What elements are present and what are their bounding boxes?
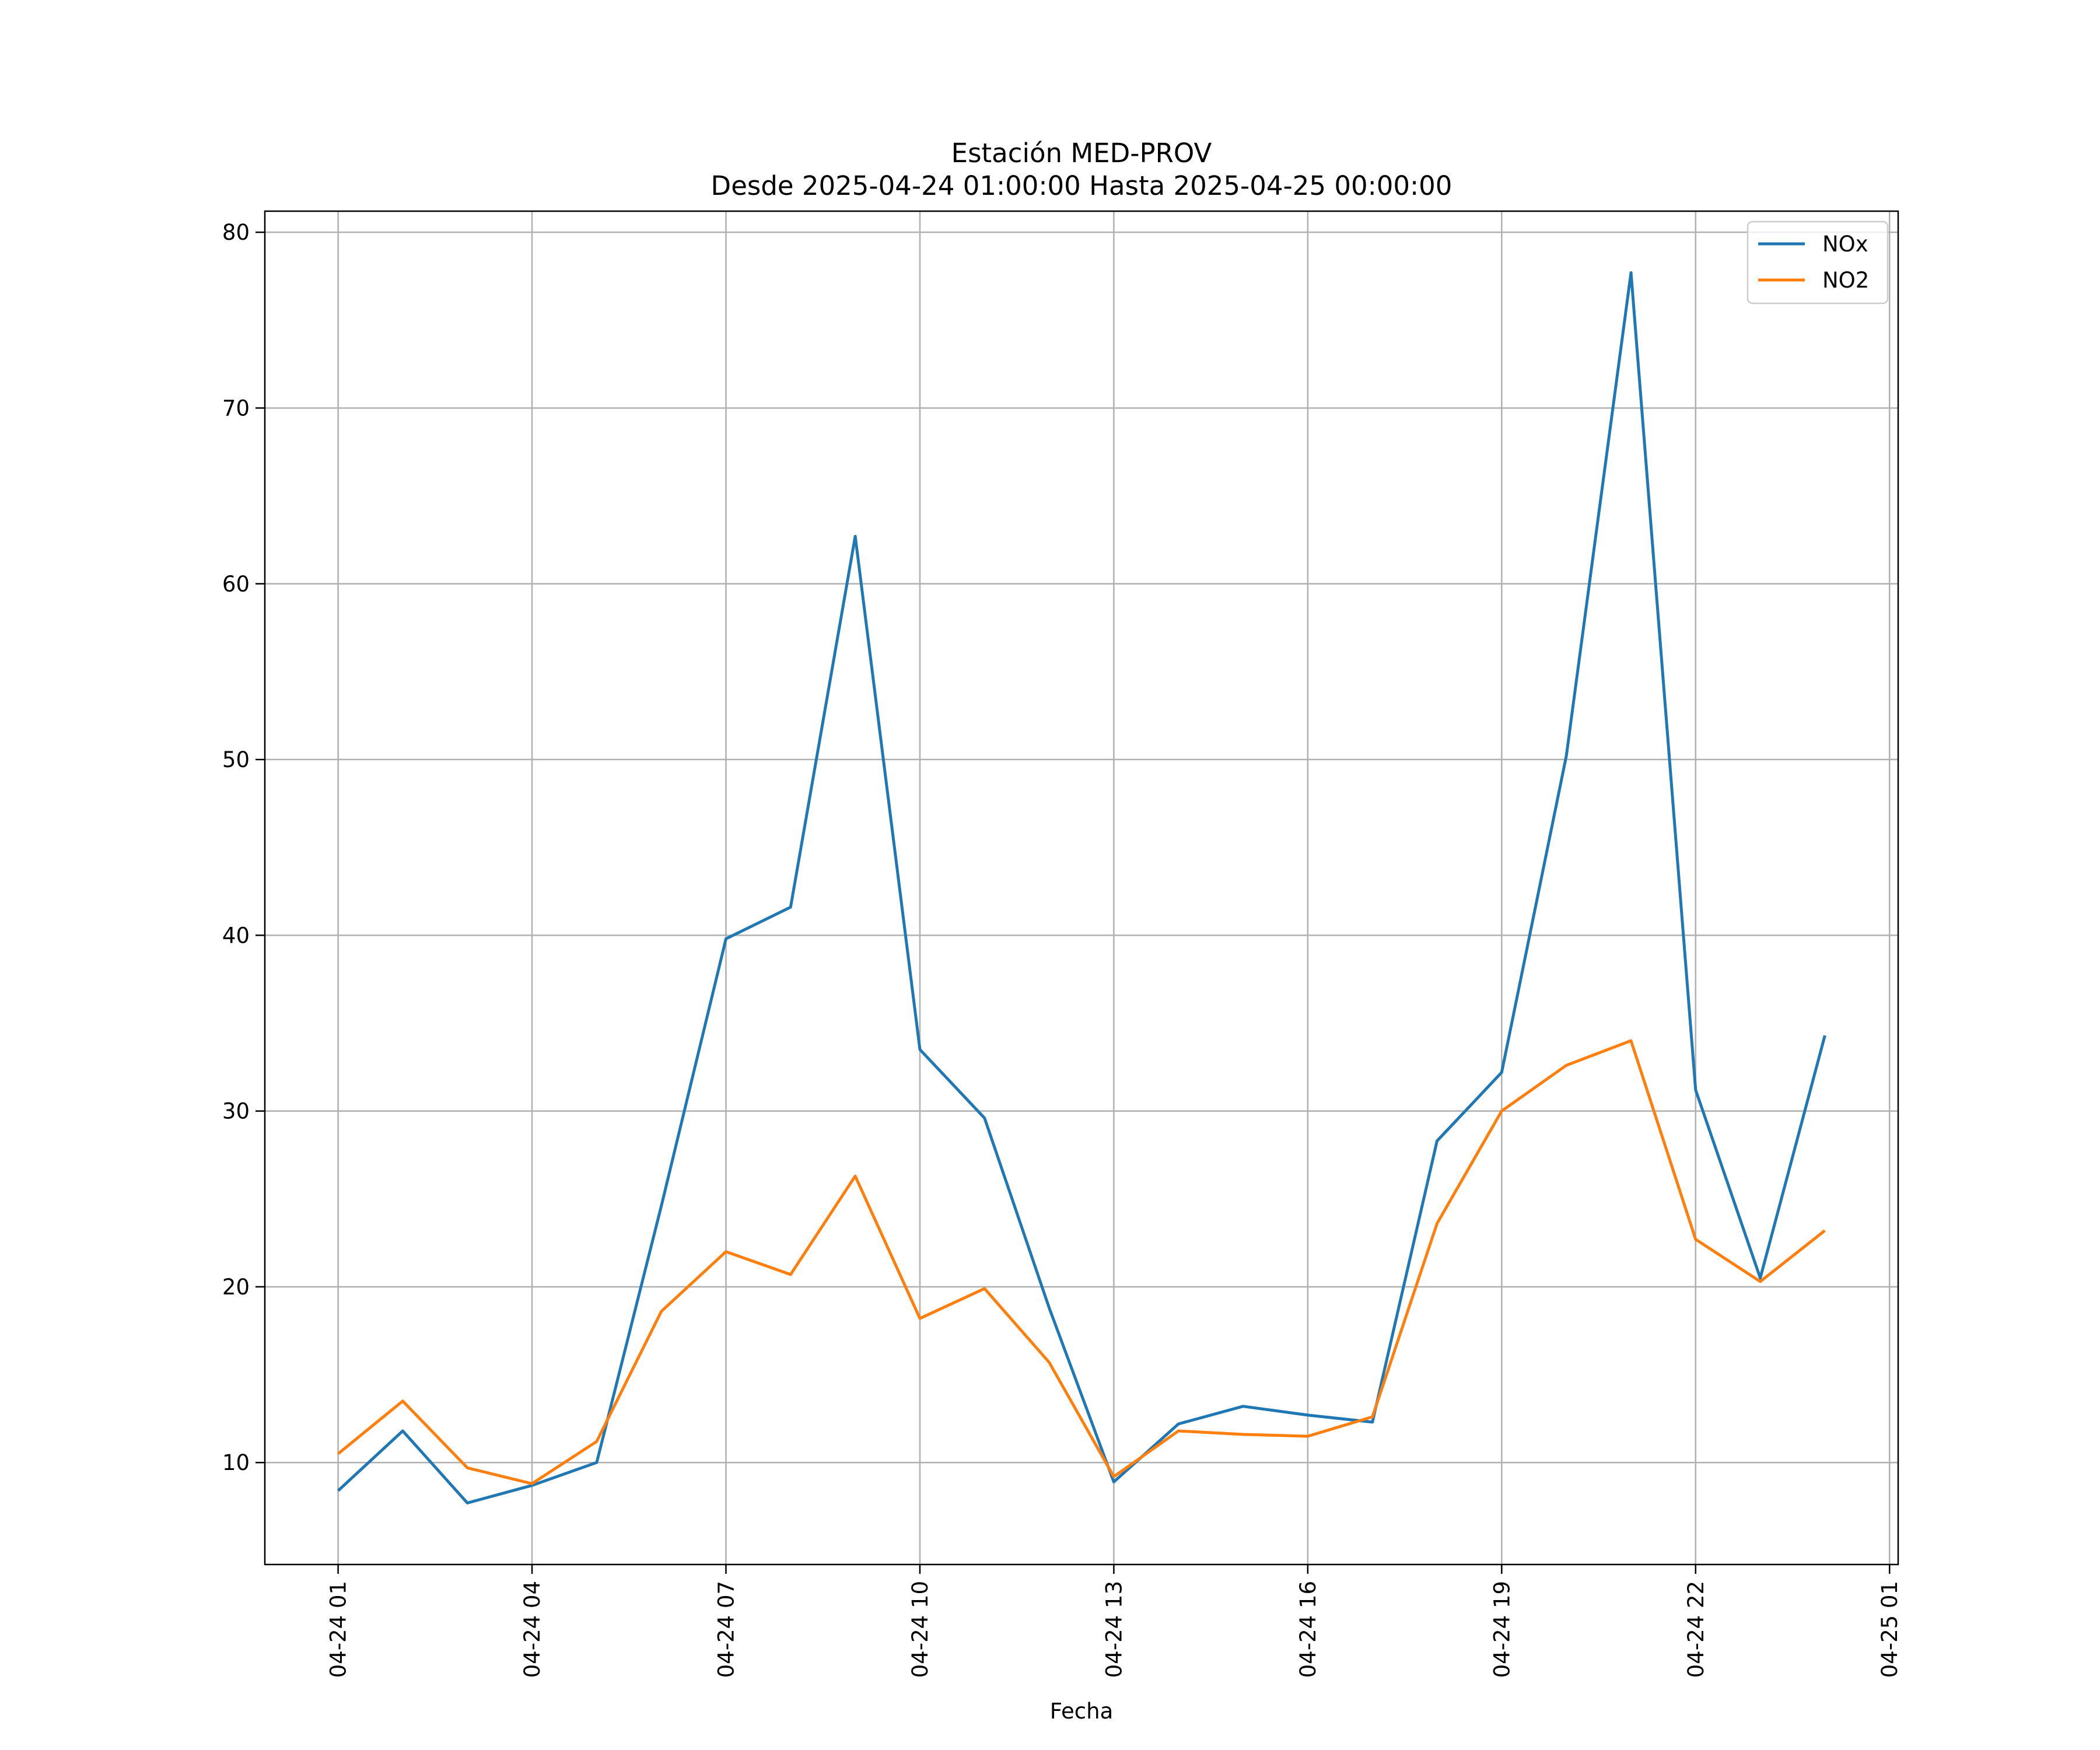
x-tick-label: 04-24 10 [908, 1581, 933, 1678]
plot-area-frame [264, 210, 1899, 1566]
y-tick-label: 50 [222, 747, 250, 772]
series-line-no2 [337, 1039, 1826, 1485]
y-tick-label: 30 [222, 1099, 250, 1124]
chart-title: Estación MED-PROV [951, 138, 1212, 169]
x-tick-label: 04-24 16 [1296, 1581, 1321, 1678]
y-tick-label: 40 [222, 923, 250, 948]
y-tick-label: 10 [222, 1450, 250, 1475]
axis-ticks: 04-24 01 04-24 04 04-24 07 04-24 10 04-24 13… [222, 220, 1902, 1678]
y-tick-label: 80 [222, 220, 250, 245]
y-tick-label: 20 [222, 1275, 250, 1300]
legend: NOx NO2 [1746, 220, 1889, 304]
legend-box [1746, 220, 1889, 304]
grid [265, 211, 1898, 1564]
series-lines [337, 271, 1826, 1504]
series-line-nox [337, 271, 1826, 1504]
y-tick-label: 70 [222, 396, 250, 421]
legend-label-nox: NOx [1822, 232, 1868, 257]
x-tick-label: 04-25 01 [1877, 1581, 1902, 1678]
x-tick-label: 04-24 22 [1684, 1581, 1709, 1678]
y-tick-label: 60 [222, 572, 250, 597]
x-tick-label: 04-24 04 [520, 1581, 545, 1678]
legend-label-no2: NO2 [1822, 268, 1869, 293]
x-tick-label: 04-24 19 [1489, 1581, 1514, 1678]
x-tick-label: 04-24 01 [326, 1581, 351, 1678]
x-axis-label: Fecha [1050, 1699, 1114, 1724]
x-tick-label: 04-24 07 [714, 1581, 739, 1678]
x-tick-label: 04-24 13 [1101, 1581, 1126, 1678]
chart-subtitle: Desde 2025-04-24 01:00:00 Hasta 2025-04-… [711, 170, 1452, 201]
